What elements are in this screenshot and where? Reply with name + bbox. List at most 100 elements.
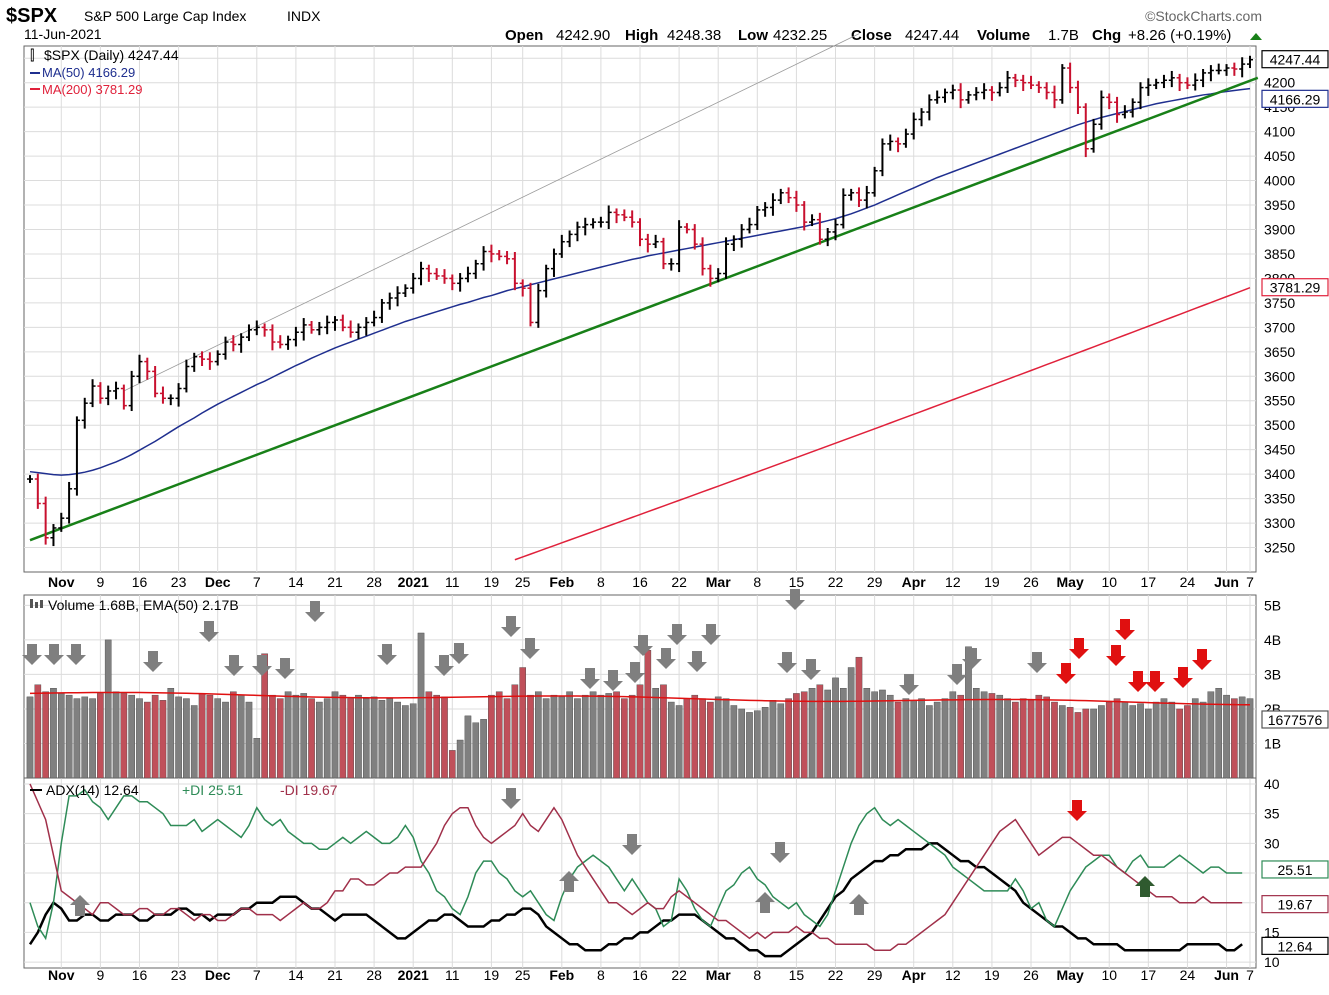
chg-value: +8.26 (+0.19%) xyxy=(1128,27,1231,44)
axis-layer: Nov Nov 9 9 16 16 23 23 Dec Dec 7 7 14 14 21 21 28 28 2021… xyxy=(48,50,1329,983)
volume-label: Volume xyxy=(977,27,1030,44)
volume-bar xyxy=(769,700,777,779)
x-tick-label: 16 xyxy=(132,574,148,590)
adx-value-text: 12.64 xyxy=(1277,938,1312,954)
volume-bar xyxy=(808,688,816,779)
volume-bar xyxy=(323,698,331,779)
volume-gray-arrow-icon xyxy=(434,655,454,676)
volume-bar xyxy=(574,698,581,779)
adx-gray-down-arrow-icon xyxy=(770,842,790,863)
x-tick-label: 8 xyxy=(597,574,605,590)
volume-bar xyxy=(433,694,440,779)
volume-bar xyxy=(480,719,487,779)
volume-gray-arrow-icon xyxy=(801,659,821,680)
ma200-line xyxy=(514,287,1251,561)
volume-bar xyxy=(824,689,832,779)
x-tick-label: 2021 xyxy=(398,967,429,983)
volume-bar xyxy=(652,688,659,779)
ma200-legend-text: MA(200) 3781.29 xyxy=(42,82,142,97)
x-tick-label: 7 xyxy=(1246,574,1254,590)
x-tick-label: 21 xyxy=(327,574,343,590)
volume-gray-arrow-icon xyxy=(962,648,982,669)
volume-bar xyxy=(761,707,769,779)
x-tick-label: 17 xyxy=(1141,574,1157,590)
volume-bar xyxy=(941,698,949,779)
index-name: S&P 500 Large Cap Index xyxy=(84,8,246,24)
x-tick-label: 12 xyxy=(945,967,961,983)
volume-bar xyxy=(386,698,394,779)
volume-bar xyxy=(81,696,89,779)
price-y-tick: 4000 xyxy=(1264,173,1295,189)
volume-bar xyxy=(519,667,527,779)
volume-bar xyxy=(511,684,519,779)
volume-bar xyxy=(331,691,339,779)
x-tick-label: 28 xyxy=(366,574,382,590)
volume-legend: Volume 1.68B, EMA(50) 2.17B xyxy=(30,597,239,613)
x-tick-label: Jun xyxy=(1214,967,1239,983)
volume-bar xyxy=(308,698,315,779)
volume-gray-arrow-icon xyxy=(701,624,721,645)
volume-bar xyxy=(1035,694,1043,779)
volume-y-tick: 4B xyxy=(1264,632,1281,648)
price-y-tick: 3550 xyxy=(1264,393,1295,409)
volume-bar xyxy=(1043,696,1050,779)
volume-bar xyxy=(1137,703,1144,779)
volume-red-arrow-icon xyxy=(1145,671,1165,692)
x-tick-label: 26 xyxy=(1023,574,1039,590)
volume-bar xyxy=(675,705,683,779)
volume-bar xyxy=(753,710,761,779)
volume-bar xyxy=(456,739,464,779)
price-y-tick: 3750 xyxy=(1264,295,1295,311)
volume-icon-bar-2 xyxy=(35,602,38,608)
ma50-value-text: 4166.29 xyxy=(1270,91,1321,107)
volume-bar xyxy=(284,691,292,779)
x-tick-label: Mar xyxy=(706,574,731,590)
pdi-value-box xyxy=(1261,860,1329,879)
x-tick-label: 15 xyxy=(789,574,805,590)
volume-bar xyxy=(894,701,902,779)
x-tick-label: 23 xyxy=(171,574,187,590)
x-tick-label: 25 xyxy=(515,967,531,983)
volume-gray-arrow-icon xyxy=(224,655,244,676)
volume-gray-arrow-icon xyxy=(625,662,645,683)
volume-gray-arrow-icon xyxy=(603,670,623,691)
volume-value-box xyxy=(1261,710,1329,729)
volume-gray-arrow-icon xyxy=(785,589,805,610)
volume-bar xyxy=(402,705,409,779)
volume-y-tick: 5B xyxy=(1264,597,1281,613)
volume-bar xyxy=(488,694,495,779)
volume-bar xyxy=(425,691,433,779)
x-tick-label: May xyxy=(1057,967,1084,983)
price-y-tick: 3950 xyxy=(1264,197,1295,213)
volume-bar xyxy=(276,698,284,779)
trend-line xyxy=(29,76,1259,542)
price-legend-text: $SPX (Daily) 4247.44 xyxy=(44,47,179,63)
volume-gray-arrow-icon xyxy=(777,652,797,673)
volume-bar xyxy=(128,694,135,779)
adx-legend-adx: ADX(14) 12.64 xyxy=(46,782,139,798)
volume-bar xyxy=(1191,698,1199,779)
adx-layer xyxy=(28,783,1243,958)
price-layer xyxy=(27,33,1259,561)
volume-bar xyxy=(300,693,308,779)
x-tick-label: 9 xyxy=(96,574,104,590)
price-y-tick: 3600 xyxy=(1264,368,1295,384)
volume-bar xyxy=(1246,698,1254,779)
x-tick-label: Dec xyxy=(205,967,231,983)
volume-bar xyxy=(1074,712,1082,779)
x-tick-label: 7 xyxy=(253,574,261,590)
price-y-tick: 3850 xyxy=(1264,246,1295,262)
volume-bar xyxy=(1231,698,1238,779)
mdi-value-text: 19.67 xyxy=(1277,897,1312,913)
volume-bar xyxy=(613,691,620,779)
volume-gray-arrow-icon xyxy=(275,658,295,679)
volume-red-arrow-icon xyxy=(1106,645,1126,666)
volume-bar xyxy=(691,694,699,779)
volume-gray-arrow-icon xyxy=(899,674,919,695)
x-tick-label: 12 xyxy=(945,574,961,590)
x-tick-label: 19 xyxy=(984,967,1000,983)
volume-bar xyxy=(1129,705,1137,779)
volume-gray-arrow-icon xyxy=(501,616,521,637)
